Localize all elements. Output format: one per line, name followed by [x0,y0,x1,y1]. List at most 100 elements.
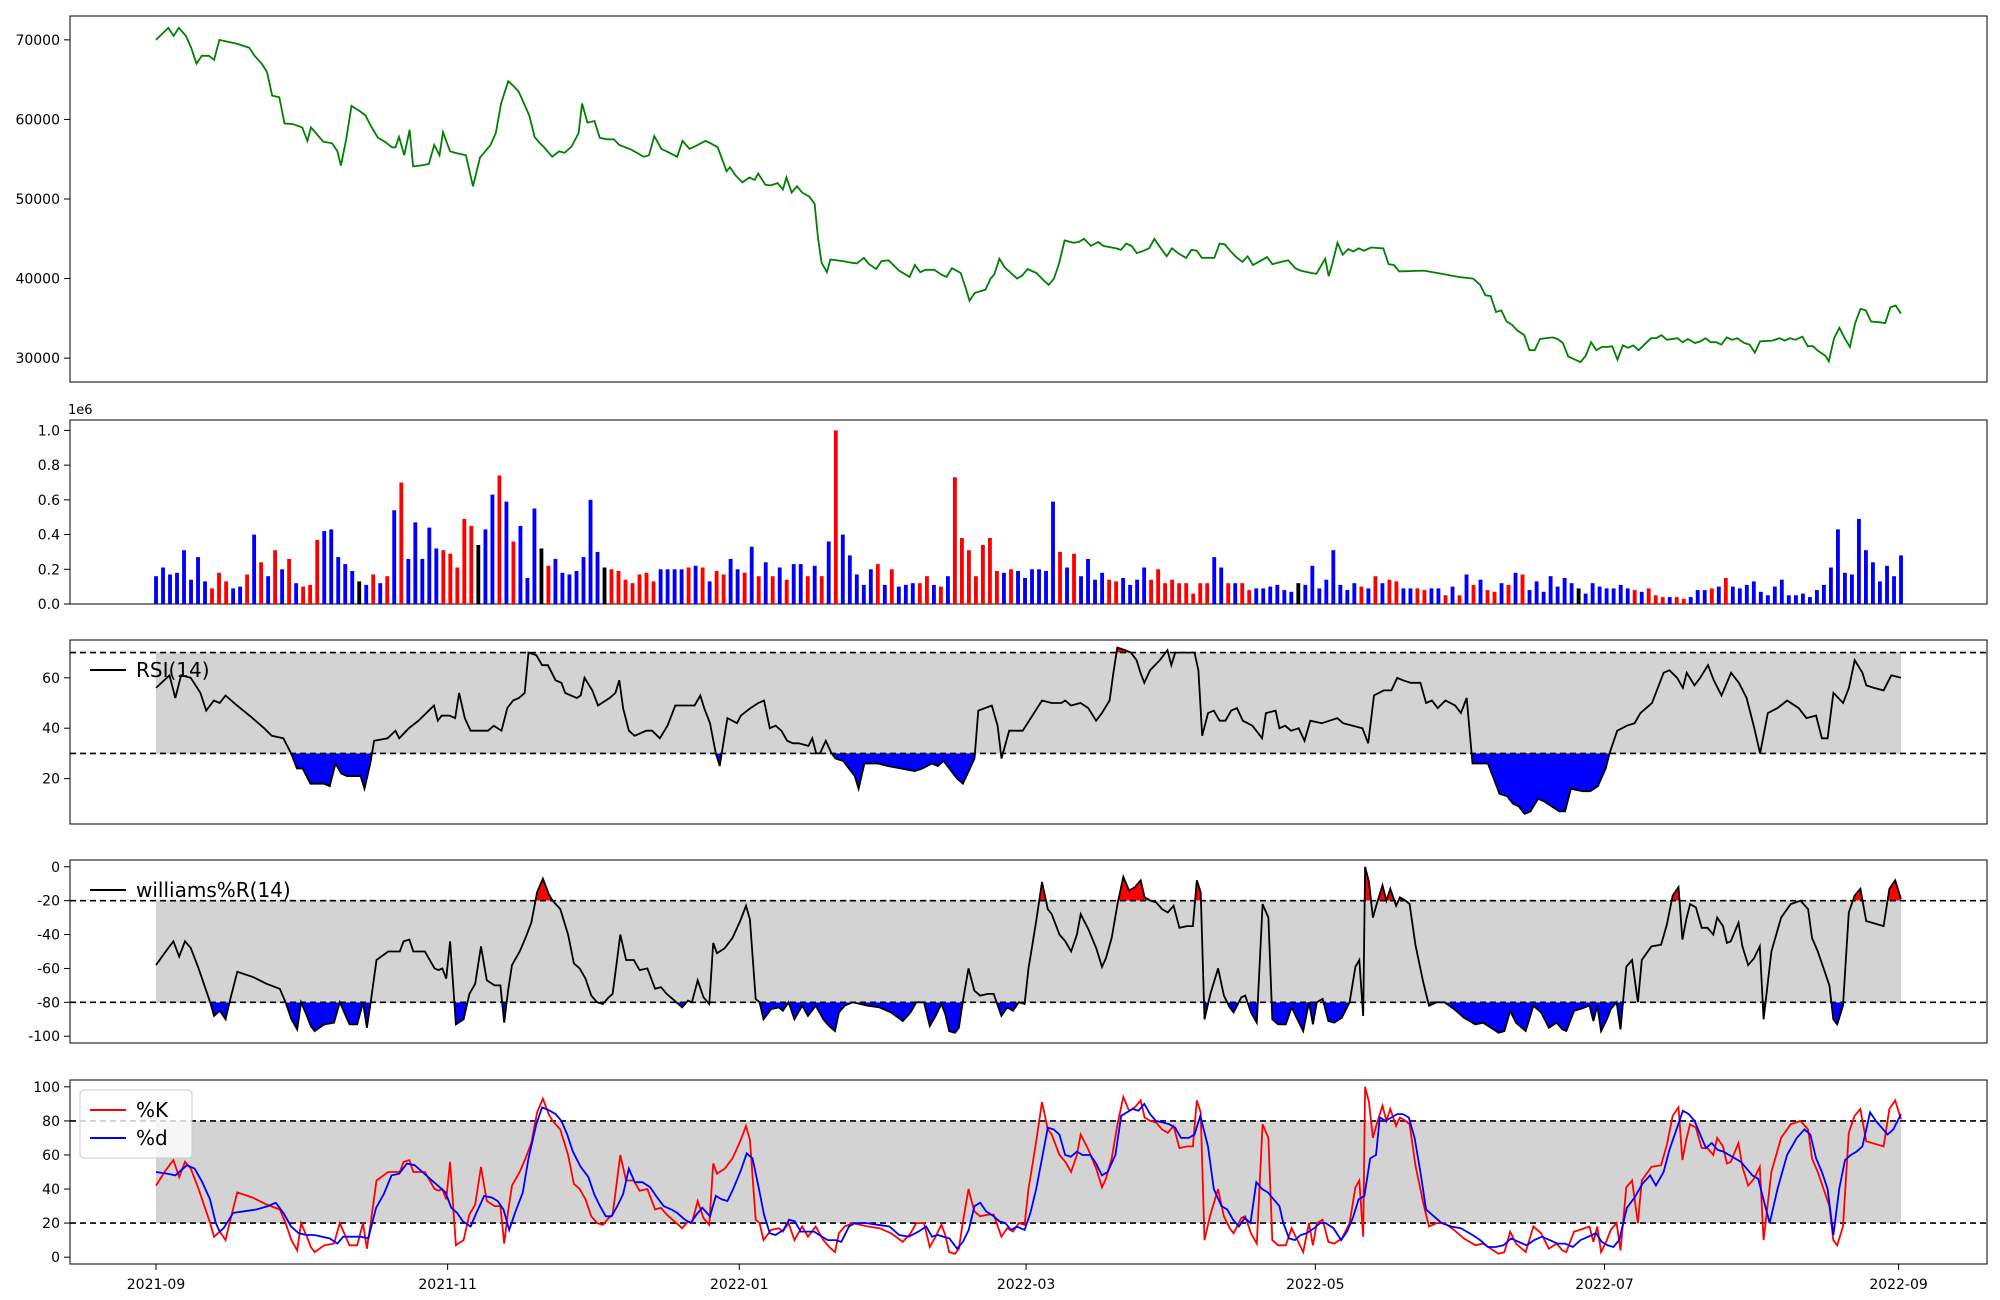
volume-bar [665,569,670,604]
volume-bar [427,527,432,604]
volume-bar [1303,584,1308,604]
oversold-fill [156,753,1901,814]
volume-bar [252,534,257,604]
volume-bar [889,569,894,604]
axes-frame [69,639,1988,825]
volume-bar [546,565,551,604]
volume-bar [995,571,999,604]
volume-bar [1534,581,1539,604]
y-tick-label: 30000 [15,351,60,367]
volume-bar [1366,588,1371,604]
volume-bar [1857,518,1861,604]
volume-bar [581,557,586,604]
volume-bar [1836,529,1840,604]
volume-bar [812,565,817,604]
y-offset-label: 1e6 [68,403,93,418]
legend-label: %K [136,1098,169,1122]
volume-bar [329,529,334,604]
volume-bar [728,558,733,604]
volume-bar [1191,593,1196,604]
volume-bar [357,581,362,604]
volume-bar [1044,571,1048,604]
volume-bar [238,586,243,604]
volume-bar [651,581,656,604]
volume-bar [1653,595,1658,604]
y-tick-label: 70000 [15,33,60,49]
legend-label: %d [136,1126,168,1150]
volume-bar [224,581,229,604]
stochastic-line [155,1086,1902,1256]
volume-bar [672,569,677,604]
volume-bar [882,584,887,604]
volume-bar [1247,590,1252,604]
legend-box [79,1089,193,1159]
threshold-band [156,652,1901,754]
volume-bar [1415,588,1420,604]
volume-bar [917,583,922,604]
volume-bar [1107,579,1112,604]
volume-bar [840,534,845,604]
volume-bar [1331,550,1336,604]
y-tick-label: 0.4 [38,528,60,544]
volume-bar [644,572,649,604]
volume-bar [1625,588,1630,604]
volume-bar [1373,576,1378,604]
volume-bar [1254,588,1259,604]
volume-bar [504,501,509,604]
volume-bar [294,583,299,604]
volume-bar [392,510,397,604]
volume-bar [910,583,915,604]
volume-bar [616,571,621,604]
x-tick-label: 2022-01 [710,1277,769,1293]
volume-bar [1597,586,1602,604]
volume-bar [875,564,880,604]
x-tick-label: 2021-09 [127,1277,186,1293]
volume-bar [1212,557,1217,604]
volume-bar [1772,586,1777,604]
volume-bar [1801,593,1805,604]
volume-bar [1590,583,1595,604]
volume-bar [532,508,537,604]
volume-bar [1233,583,1238,604]
volume-bar [1576,588,1581,604]
volume-bar [1359,586,1364,604]
volume-bar [988,538,992,604]
volume-bar [1282,590,1287,604]
volume-bar [1464,574,1469,604]
volume-bar [1611,588,1616,604]
volume-bar [385,576,390,604]
volume-bar [364,584,369,604]
volume-bar [700,567,705,604]
oversold-fill [210,1002,1844,1033]
volume-bar [245,574,250,604]
y-tick-label: 20 [42,1216,60,1232]
volume-bar [826,541,831,604]
volume-bar [1744,584,1749,604]
volume-bar [1219,567,1224,604]
volume-bar [1527,590,1532,604]
volume-bar [434,548,439,604]
volume-bar [1163,583,1168,604]
volume-bar [1079,576,1083,604]
volume-bar [1023,578,1027,604]
volume-bar [1401,588,1406,604]
y-tick-label: 1.0 [38,423,60,439]
volume-bar [1114,581,1119,604]
y-tick-label: 20 [42,772,60,788]
volume-bar [273,550,278,604]
volume-bar [287,558,292,604]
volume-bar [833,430,838,604]
volume-bar [1478,579,1483,604]
volume-bar [553,558,558,604]
volume-bar [1808,597,1812,604]
x-tick-label: 2022-05 [1286,1277,1345,1293]
volume-bar [1037,569,1041,604]
volume-bar [1758,591,1763,604]
volume-bar [1639,591,1644,604]
volume-bar [609,569,614,604]
y-tick-label: -60 [37,961,60,977]
volume-bar [1121,578,1126,604]
volume-bar [1261,588,1266,604]
volume-bar [1450,586,1455,604]
